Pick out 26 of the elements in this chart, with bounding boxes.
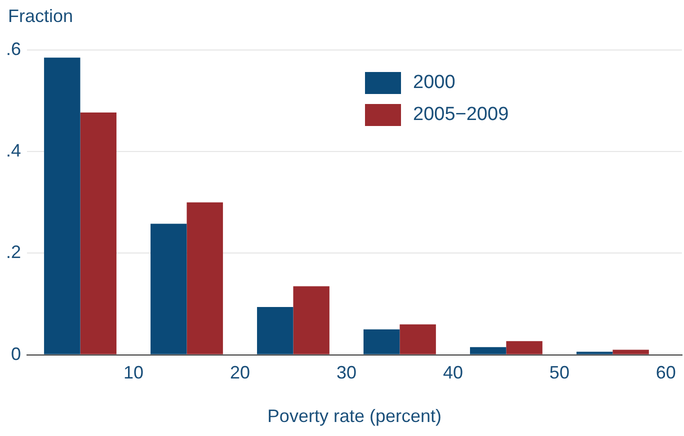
bar bbox=[576, 352, 613, 354]
bar bbox=[257, 307, 294, 354]
bar bbox=[293, 286, 330, 354]
x-tick-label: 30 bbox=[336, 362, 356, 383]
y-tick-label: .6 bbox=[6, 38, 22, 59]
x-tick-label: 40 bbox=[442, 362, 463, 383]
y-tick-label: 0 bbox=[10, 344, 22, 364]
bar bbox=[44, 58, 80, 354]
bar bbox=[612, 350, 649, 354]
y-tick-label: .4 bbox=[6, 140, 22, 161]
x-tick-label: 10 bbox=[123, 362, 144, 383]
x-tick-label: 60 bbox=[656, 362, 676, 383]
bar bbox=[80, 112, 116, 354]
y-tick-label: .2 bbox=[6, 242, 22, 262]
bar bbox=[364, 329, 400, 354]
bar bbox=[150, 224, 187, 354]
x-tick-label: 20 bbox=[230, 362, 250, 383]
legend-label: 2000 bbox=[413, 72, 456, 94]
legend-label: 2005−2009 bbox=[413, 104, 509, 126]
x-axis-title: Poverty rate (percent) bbox=[267, 406, 442, 426]
x-tick-label: 50 bbox=[549, 362, 570, 383]
bar bbox=[506, 341, 542, 354]
bar bbox=[186, 202, 223, 354]
y-axis-title: Fraction bbox=[8, 6, 74, 27]
bar bbox=[470, 347, 506, 354]
bar bbox=[400, 324, 436, 354]
